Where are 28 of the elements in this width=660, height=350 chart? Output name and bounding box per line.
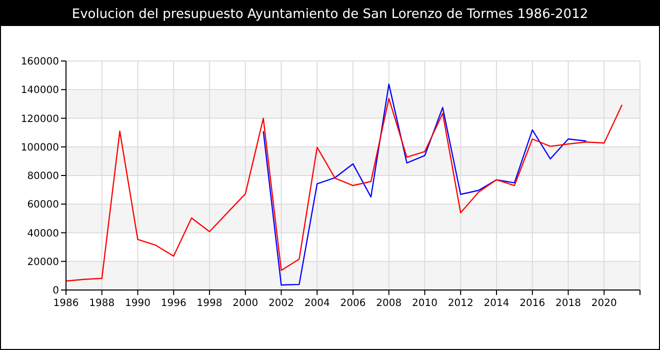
x-tick-label: 2010 (412, 298, 438, 309)
y-tick-label: 140000 (20, 85, 59, 96)
y-tick-label: 120000 (20, 114, 59, 125)
y-tick-label: 40000 (27, 228, 59, 240)
y-tick-label: 60000 (27, 200, 59, 211)
x-tick-label: 2008 (376, 298, 402, 309)
x-tick-label: 2018 (556, 298, 581, 309)
x-tick-label: 1986 (53, 298, 79, 309)
y-tick-label: 20000 (27, 256, 59, 268)
x-tick-label: 1988 (89, 298, 115, 309)
x-tick-label: 2020 (591, 298, 617, 309)
x-tick-label: 1996 (160, 298, 186, 309)
y-tick-label: 80000 (27, 171, 59, 182)
x-tick-label: 2004 (304, 298, 330, 309)
x-tick-label: 2002 (268, 298, 294, 309)
line-series (262, 84, 587, 286)
y-tick-label: 100000 (20, 142, 59, 154)
y-tick-label: 160000 (20, 56, 59, 68)
x-tick-label: 2014 (484, 298, 510, 309)
x-tick-label: 2016 (520, 298, 546, 309)
x-tick-label: 2012 (448, 298, 474, 309)
line-series (65, 98, 623, 282)
y-tick-label: 0 (52, 286, 59, 296)
x-tick-label: 1990 (125, 298, 150, 309)
x-tick-label: 2006 (340, 298, 366, 309)
chart-title: Evolucion del presupuesto Ayuntamiento de San Lorenzo de Tormes 1986-2012 (72, 7, 588, 22)
x-tick-label: 1998 (196, 298, 222, 309)
x-tick-label: 2000 (232, 298, 258, 309)
